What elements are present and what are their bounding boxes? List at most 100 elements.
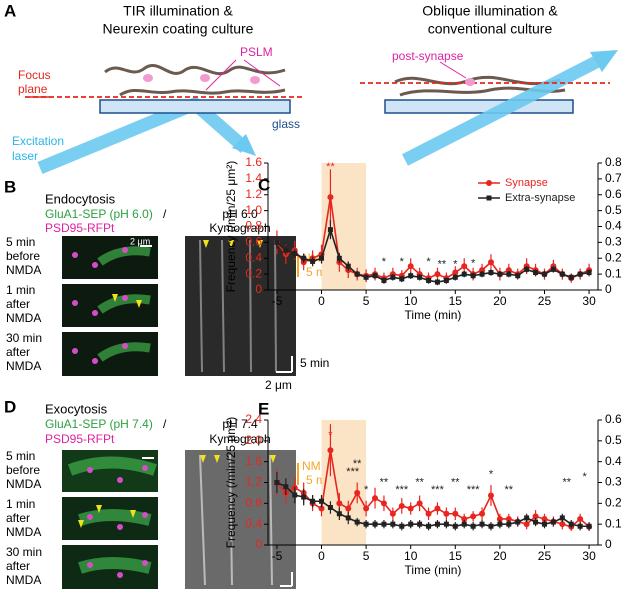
y2-tick-label: 0.1: [605, 516, 622, 530]
y-tick-label: 0: [255, 537, 262, 551]
y2-tick-label: 0.7: [605, 171, 622, 185]
marker: [381, 277, 387, 283]
y-tick-label: 1.2: [245, 187, 262, 201]
marker: [452, 510, 459, 517]
marker: [532, 513, 539, 520]
marker: [577, 515, 584, 522]
x-tick-label: 15: [449, 549, 463, 563]
row-label: 1 min: [6, 283, 35, 297]
marker: [416, 500, 423, 507]
marker: [283, 247, 289, 253]
marker: [505, 515, 512, 522]
diagram-shapes: [25, 50, 618, 175]
marker: [372, 273, 378, 279]
marker: [559, 271, 565, 277]
marker: [390, 274, 396, 280]
marker: [327, 227, 333, 233]
marker: [487, 492, 494, 499]
marker: [327, 447, 334, 454]
marker: [407, 263, 414, 270]
micrographs-b: [62, 236, 299, 376]
marker: [586, 523, 592, 529]
marker: [434, 271, 441, 278]
marker: [496, 515, 503, 522]
y-tick-label: 2.4: [245, 412, 262, 426]
marker: [301, 255, 307, 261]
y2-tick-label: 0.6: [605, 187, 622, 201]
x-tick-label: 20: [493, 294, 507, 308]
y2-tick-label: 0.3: [605, 475, 622, 489]
marker: [434, 505, 441, 512]
legend-marker: [486, 195, 492, 201]
marker: [274, 239, 280, 245]
marker: [461, 263, 468, 270]
marker: [470, 273, 476, 279]
marker: [310, 258, 316, 264]
y-tick-label: 0.8: [245, 219, 262, 233]
marker: [506, 521, 512, 527]
marker: [568, 521, 574, 527]
row-label: 5 min: [6, 449, 35, 463]
marker: [461, 521, 467, 527]
marker: [479, 521, 485, 527]
row-label: NMDA: [6, 525, 41, 539]
y-tick-label: 1.6: [245, 155, 262, 169]
y-tick-label: 0.4: [245, 516, 262, 530]
y2-tick-label: 0.6: [605, 412, 622, 426]
marker: [533, 270, 539, 276]
marker: [398, 502, 405, 509]
marker: [292, 250, 298, 256]
marker: [310, 498, 316, 504]
marker: [470, 523, 476, 529]
panel-label: C: [258, 175, 270, 194]
x-axis-label: Time (min): [405, 308, 462, 322]
marker: [327, 505, 333, 510]
marker: [488, 523, 494, 529]
chart: 00.20.40.60.81.01.21.41.600.10.20.30.40.…: [224, 155, 622, 322]
marker: [533, 519, 539, 525]
marker: [470, 513, 477, 520]
y-tick-label: 1.2: [245, 475, 262, 489]
row-label: 30 min: [6, 545, 42, 559]
marker: [363, 274, 369, 280]
marker: [417, 521, 423, 527]
marker: [327, 194, 334, 201]
y-tick-label: 2.0: [245, 433, 262, 447]
marker: [363, 521, 369, 527]
legend-label: Extra-synapse: [505, 192, 575, 204]
y2-tick-label: 0.3: [605, 235, 622, 249]
legend-label: Synapse: [505, 177, 548, 189]
x-tick-label: -5: [272, 294, 283, 308]
significance: *: [328, 430, 333, 442]
panel-label: B: [4, 177, 16, 196]
marker: [524, 266, 530, 272]
marker: [381, 521, 387, 527]
marker: [426, 523, 432, 529]
marker: [443, 277, 449, 283]
marker: [479, 271, 485, 277]
pslm-label: PSLM: [240, 45, 273, 59]
marker: [434, 521, 440, 527]
row-label: NMDA: [6, 311, 41, 325]
row-label: NMDA: [6, 263, 41, 277]
row-label: before: [6, 249, 40, 263]
marker: [336, 255, 342, 261]
marker: [336, 511, 342, 517]
marker: [541, 271, 547, 277]
marker: [452, 274, 458, 280]
x-tick-label: 30: [582, 294, 596, 308]
marker: [354, 489, 361, 496]
significance: **: [353, 458, 362, 470]
x-tick-label: 30: [582, 549, 596, 563]
marker: [443, 510, 450, 517]
marker: [426, 277, 432, 283]
significance: *: [364, 484, 369, 496]
marker: [380, 500, 387, 507]
marker: [274, 480, 280, 485]
marker: [452, 523, 458, 529]
marker: [515, 273, 521, 279]
y2-tick-label: 0.2: [605, 496, 622, 510]
x-tick-label: -5: [272, 549, 283, 563]
legend-marker: [486, 180, 492, 186]
